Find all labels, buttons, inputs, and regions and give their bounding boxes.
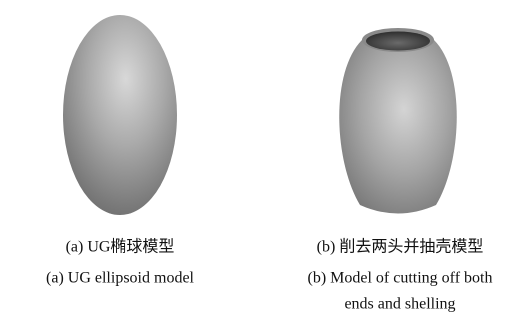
caption-en: (a) UG ellipsoid model xyxy=(46,270,195,287)
caption-zh: (a) UG椭球模型 xyxy=(66,238,175,256)
figure: (a) UG椭球模型 (a) UG ellipsoid model (b) 削去… xyxy=(0,0,525,318)
caption-en: ends and shelling xyxy=(344,296,455,313)
opening xyxy=(366,32,430,51)
caption-en: (b) Model of cutting off both xyxy=(307,270,492,287)
ellipsoid-model xyxy=(63,15,177,215)
caption-zh: (b) 削去两头并抽壳模型 xyxy=(317,238,484,256)
shelled-model xyxy=(339,40,457,214)
page: (a) UG椭球模型 (a) UG ellipsoid model (b) 削去… xyxy=(0,0,525,318)
